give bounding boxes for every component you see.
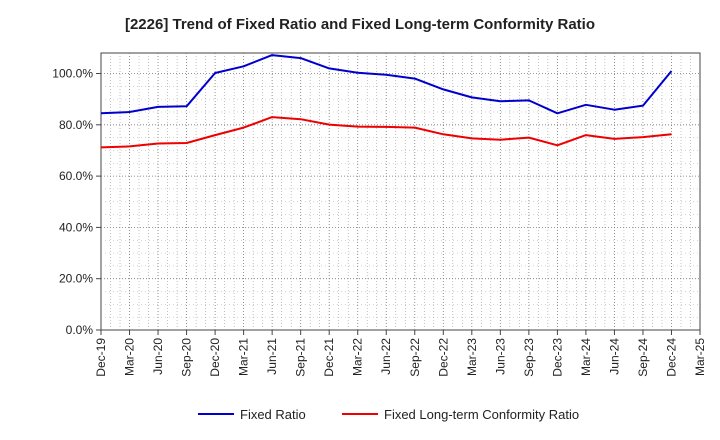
x-tick-label: Dec-21 (322, 338, 336, 377)
y-tick-label: 40.0% (59, 220, 93, 234)
x-tick-label: Dec-23 (550, 338, 564, 377)
y-tick-label: 80.0% (59, 118, 93, 132)
y-tick-label: 0.0% (66, 323, 94, 337)
series-line (100, 116, 672, 149)
series-line (100, 54, 673, 115)
y-tick-label: 100.0% (52, 67, 93, 81)
x-tick-label: Sep-23 (522, 338, 536, 377)
plot-area (100, 52, 701, 331)
x-tick-label: Mar-24 (579, 338, 593, 376)
x-tick-label: Mar-22 (351, 338, 365, 376)
legend-label: Fixed Long-term Conformity Ratio (384, 407, 579, 422)
x-tick-label: Jun-23 (493, 338, 507, 375)
x-tick-label: Sep-20 (180, 338, 194, 377)
x-tick-label: Dec-22 (436, 338, 450, 377)
y-tick-label: 20.0% (59, 272, 93, 286)
x-tick-label: Jun-24 (607, 338, 621, 375)
x-tick-label: Sep-21 (294, 338, 308, 377)
legend-label: Fixed Ratio (240, 407, 306, 422)
x-tick-label: Dec-19 (94, 338, 108, 377)
x-tick-label: Mar-23 (465, 338, 479, 376)
y-tick-label: 60.0% (59, 169, 93, 183)
x-tick-label: Dec-24 (664, 338, 678, 377)
x-tick-label: Dec-20 (208, 338, 222, 377)
x-tick-label: Sep-24 (636, 338, 650, 377)
x-tick-label: Jun-21 (265, 338, 279, 375)
x-tick-label: Mar-21 (237, 338, 251, 376)
x-tick-label: Sep-22 (408, 338, 422, 377)
x-tick-label: Jun-22 (379, 338, 393, 375)
x-tick-label: Mar-25 (693, 338, 707, 376)
x-tick-label: Mar-20 (123, 338, 137, 376)
x-tick-label: Jun-20 (151, 338, 165, 375)
chart-title: [2226] Trend of Fixed Ratio and Fixed Lo… (124, 16, 596, 33)
